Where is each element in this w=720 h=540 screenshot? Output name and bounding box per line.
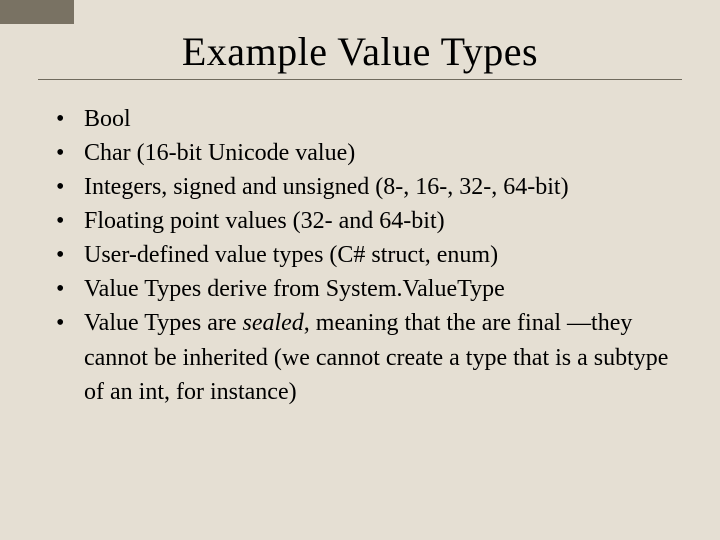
bullet-list: •Bool•Char (16-bit Unicode value)•Intege… [38, 102, 682, 409]
bullet-item: •Value Types are sealed, meaning that th… [56, 306, 676, 408]
bullet-item: •Char (16-bit Unicode value) [56, 136, 676, 170]
bullet-text: Bool [84, 102, 676, 136]
bullet-item: •User-defined value types (C# struct, en… [56, 238, 676, 272]
bullet-text-italic: sealed [242, 310, 303, 336]
bullet-text: Floating point values (32- and 64-bit) [84, 204, 676, 238]
slide: Example Value Types •Bool•Char (16-bit U… [0, 0, 720, 540]
bullet-dot-icon: • [56, 204, 84, 238]
bullet-item: •Bool [56, 102, 676, 136]
bullet-dot-icon: • [56, 238, 84, 272]
bullet-text-span: Value Types are [84, 310, 242, 336]
corner-tab [0, 0, 74, 24]
bullet-item: •Value Types derive from System.ValueTyp… [56, 272, 676, 306]
bullet-text: Char (16-bit Unicode value) [84, 136, 676, 170]
bullet-dot-icon: • [56, 136, 84, 170]
bullet-dot-icon: • [56, 102, 84, 136]
bullet-item: •Floating point values (32- and 64-bit) [56, 204, 676, 238]
bullet-text: User-defined value types (C# struct, enu… [84, 238, 676, 272]
bullet-dot-icon: • [56, 170, 84, 204]
bullet-text: Value Types are sealed, meaning that the… [84, 306, 676, 408]
bullet-dot-icon: • [56, 306, 84, 340]
bullet-item: •Integers, signed and unsigned (8-, 16-,… [56, 170, 676, 204]
bullet-text: Value Types derive from System.ValueType [84, 272, 676, 306]
bullet-text: Integers, signed and unsigned (8-, 16-, … [84, 170, 676, 204]
title-rule [38, 79, 682, 80]
bullet-dot-icon: • [56, 272, 84, 306]
slide-title: Example Value Types [38, 28, 682, 75]
